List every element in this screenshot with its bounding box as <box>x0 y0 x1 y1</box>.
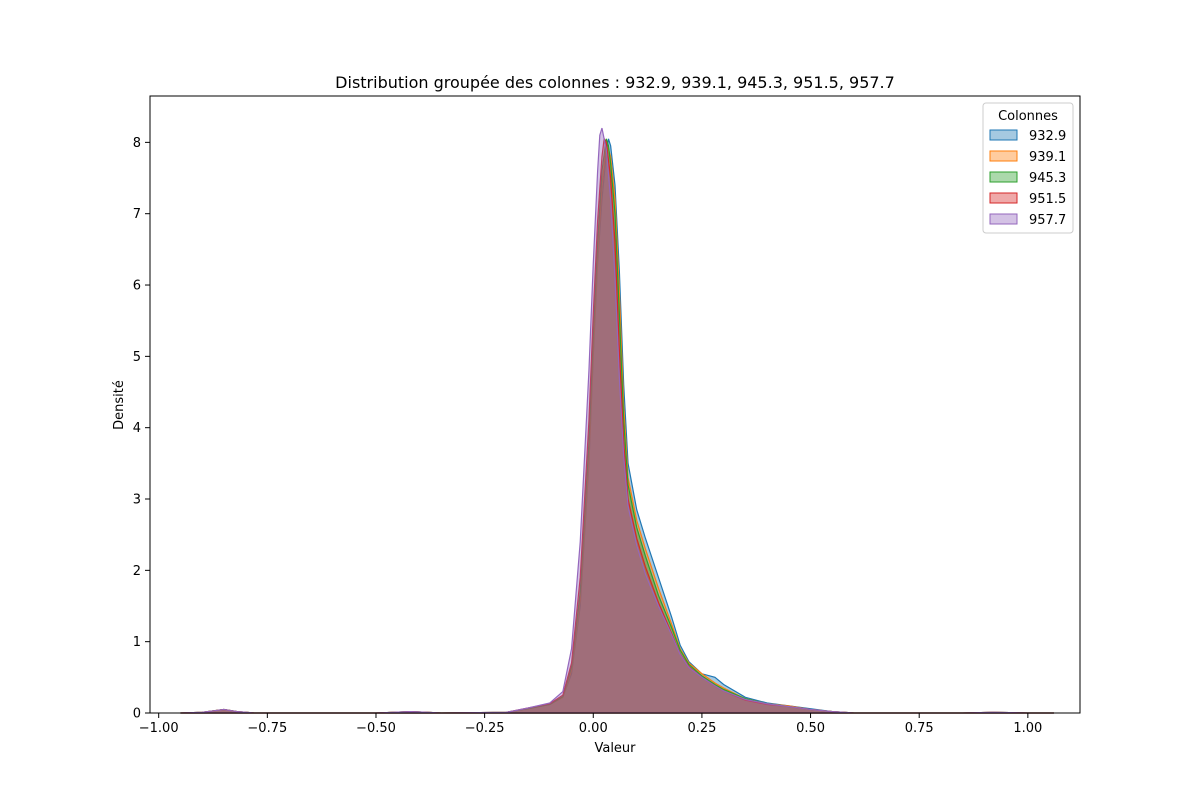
y-tick-label: 0 <box>133 707 141 722</box>
y-tick-label: 3 <box>133 493 141 508</box>
legend-swatch <box>989 150 1018 162</box>
legend-title: Colonnes <box>998 109 1058 124</box>
y-tick-label: 4 <box>133 421 141 436</box>
y-tick-label: 5 <box>133 350 141 365</box>
y-axis-ticks: 0 1 2 3 4 5 6 7 8 <box>133 136 150 722</box>
legend-box <box>982 102 1074 234</box>
x-tick-label: 0.75 <box>905 721 934 736</box>
y-tick-label: 6 <box>133 279 141 294</box>
legend-swatch <box>989 129 1018 141</box>
y-axis-label: Densité <box>112 380 127 430</box>
legend-label: 951.5 <box>1029 192 1066 207</box>
y-tick-label: 1 <box>133 635 141 650</box>
legend-label: 939.1 <box>1029 150 1066 165</box>
legend-items: 932.9 939.1 945.3 951.5 957.7 <box>989 129 1066 228</box>
legend-label: 932.9 <box>1029 129 1066 144</box>
x-tick-label: −0.25 <box>465 721 505 736</box>
x-tick-label: 0.00 <box>579 721 608 736</box>
x-tick-label: 0.50 <box>796 721 825 736</box>
legend-swatch <box>989 192 1018 204</box>
legend-swatch <box>989 213 1018 225</box>
x-axis-ticks: −1.00 −0.75 −0.50 −0.25 0.00 0.25 0.50 0.75 1.00 <box>139 713 1042 736</box>
y-tick-label: 8 <box>133 136 141 151</box>
x-axis-label: Valeur <box>594 741 636 756</box>
x-tick-label: −1.00 <box>139 721 179 736</box>
x-tick-label: 0.25 <box>687 721 716 736</box>
legend-swatch <box>989 171 1018 183</box>
x-tick-label: −0.50 <box>356 721 396 736</box>
x-tick-label: 1.00 <box>1013 721 1042 736</box>
plot-area-frame <box>149 95 1081 714</box>
legend-label: 957.7 <box>1029 213 1066 228</box>
y-tick-label: 7 <box>133 207 141 222</box>
y-tick-label: 2 <box>133 564 141 579</box>
legend-label: 945.3 <box>1029 171 1066 186</box>
x-tick-label: −0.75 <box>247 721 287 736</box>
legend: Colonnes 932.9 939.1 945.3 951.5 957.7 <box>982 102 1074 234</box>
chart-title: Distribution groupée des colonnes : 932.… <box>335 73 895 92</box>
